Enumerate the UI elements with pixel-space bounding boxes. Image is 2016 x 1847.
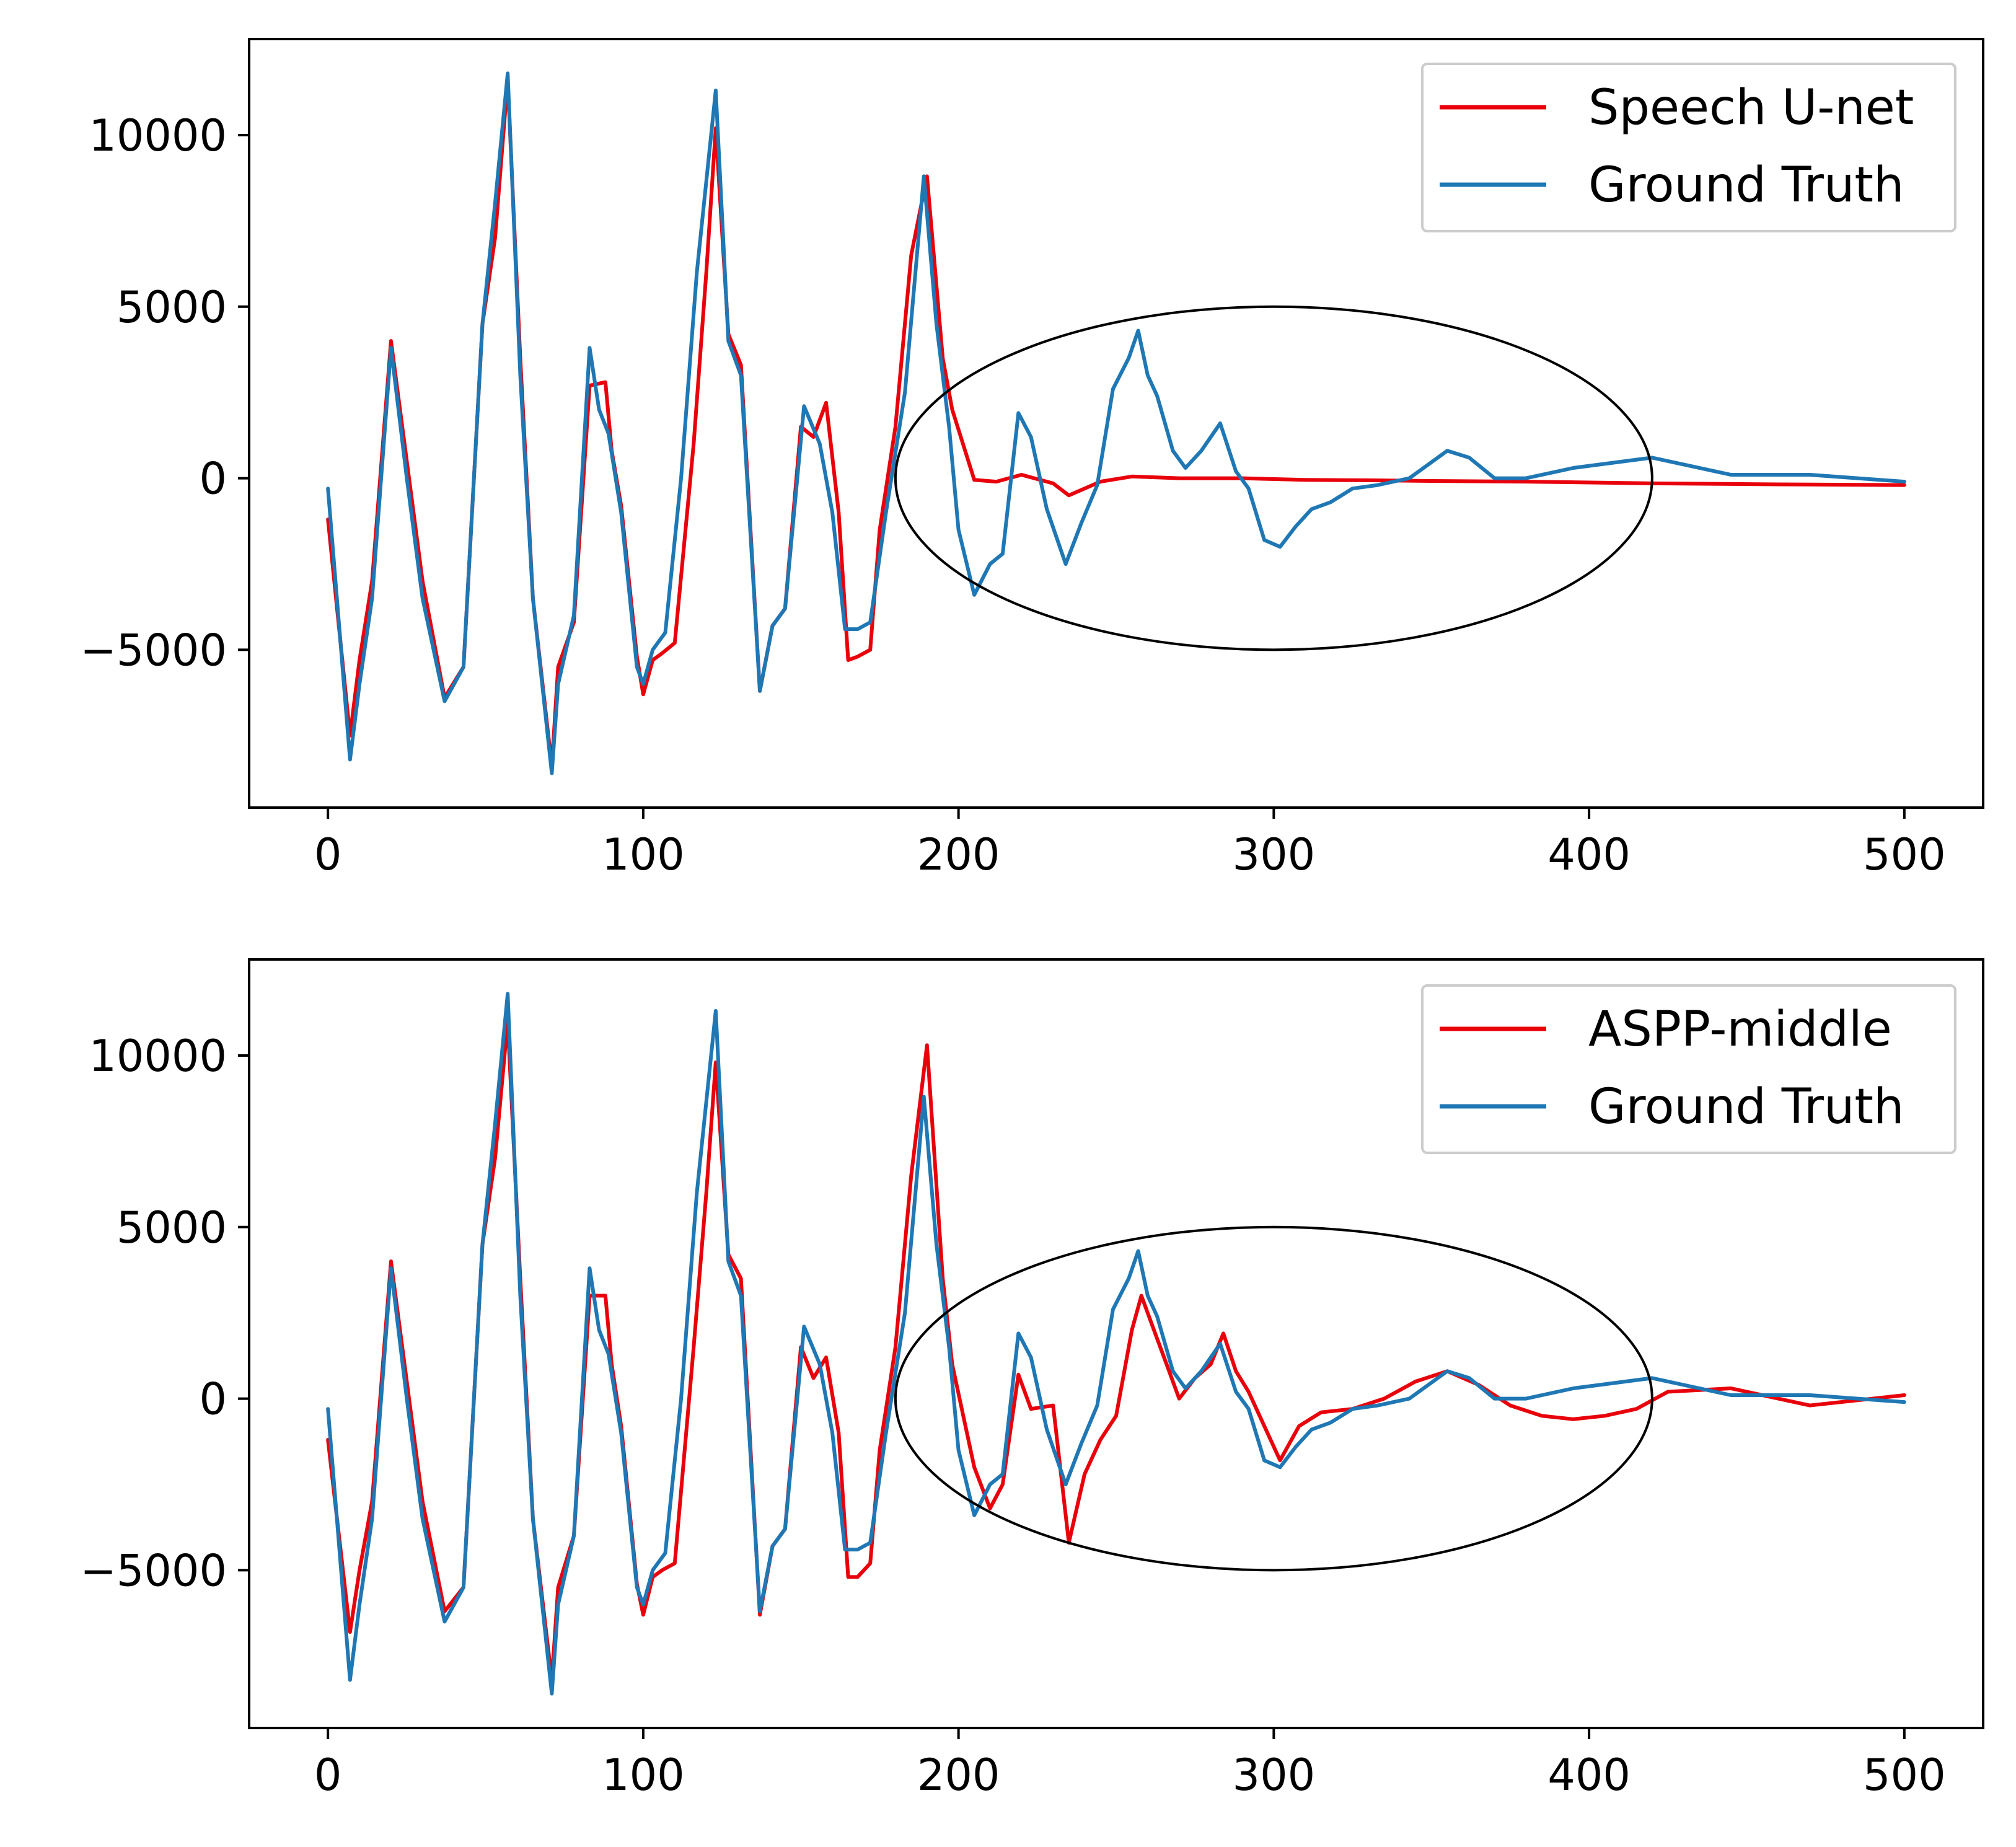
y-tick-label: 10000 [89, 110, 227, 161]
annotation-ellipse [894, 1225, 1653, 1572]
legend-label: Speech U-net [1588, 80, 1914, 136]
legend: Speech U-net Ground Truth [1421, 63, 1957, 232]
x-tick-label: 500 [1863, 1750, 1946, 1801]
x-tick-label: 100 [602, 1750, 685, 1801]
y-tick-label: 0 [199, 454, 227, 505]
x-tick-label: 0 [314, 1750, 342, 1801]
series-line-ground-truth [326, 992, 1906, 1696]
axes-frame [248, 958, 1984, 1729]
x-tick-label: 500 [1863, 829, 1946, 880]
x-tick-label: 300 [1233, 829, 1316, 880]
x-tick-label: 200 [917, 829, 1000, 880]
y-tick-label: −5000 [80, 625, 227, 676]
x-tick-label: 400 [1547, 1750, 1631, 1801]
legend-box [1421, 984, 1957, 1154]
annotation-ellipse [894, 305, 1653, 651]
legend-label: Ground Truth [1588, 1079, 1904, 1135]
x-tick-label: 0 [314, 829, 342, 880]
y-tick-label: 10000 [89, 1031, 227, 1082]
chart-panel-1: 0 100 200 300 400 500 −5000 0 5000 10000 Speech U-… [80, 38, 1984, 880]
x-tick-label: 200 [917, 1750, 1000, 1801]
y-tick-label: 0 [199, 1374, 227, 1425]
y-tick-label: 5000 [117, 1202, 227, 1253]
x-tick-label: 400 [1547, 829, 1631, 880]
y-tick-label: −5000 [80, 1545, 227, 1596]
legend: ASPP-middle Ground Truth [1421, 984, 1957, 1154]
x-tick-label: 300 [1233, 1750, 1316, 1801]
legend-box [1421, 63, 1957, 232]
chart-panel-2: 0 100 200 300 400 500 −5000 0 5000 10000 ASPP-midd… [80, 958, 1984, 1801]
legend-label: ASPP-middle [1588, 1002, 1892, 1057]
legend-label: Ground Truth [1588, 157, 1904, 213]
y-tick-label: 5000 [117, 282, 227, 333]
x-tick-label: 100 [602, 829, 685, 880]
axes-frame [248, 38, 1984, 809]
series-line-ground-truth [326, 71, 1906, 775]
